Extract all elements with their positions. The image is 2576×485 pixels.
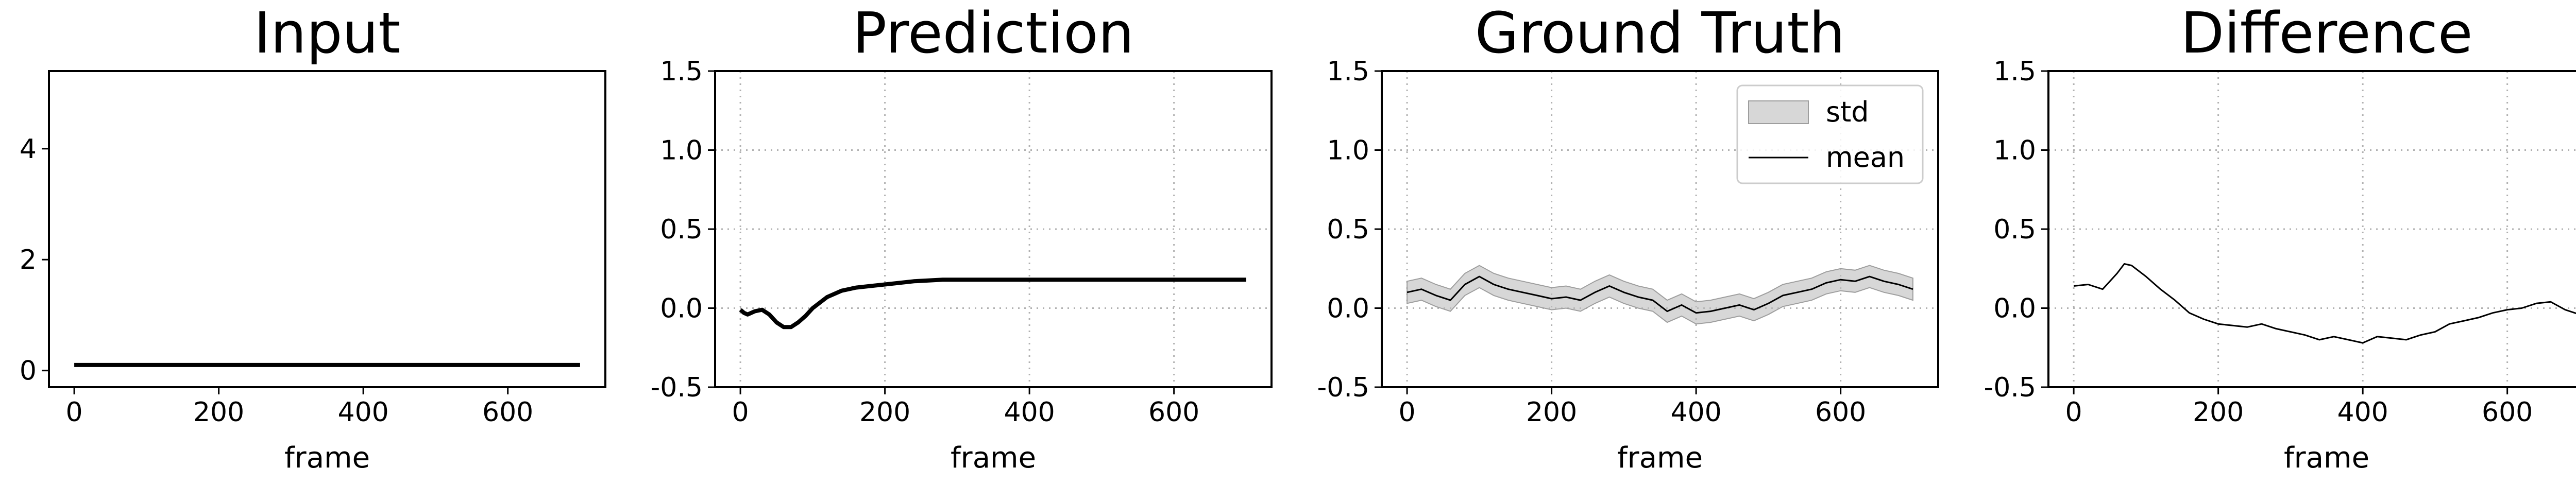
y-tick-label: 1.0 (1993, 135, 2036, 166)
y-tick-label: 0.5 (1993, 214, 2036, 245)
y-tick-label: 1.5 (1993, 56, 2036, 87)
data-line (2073, 263, 2576, 344)
chart-panel-2: 0 200 400 600 -0.5 0.0 0.5 1.0 1.5 Prediction fram… (651, 0, 1273, 475)
y-tick-label: 0.0 (660, 293, 703, 324)
x-tick-label: 400 (1004, 397, 1055, 428)
y-tick-label: 1.0 (660, 135, 703, 166)
x-tick-label: 0 (1399, 397, 1416, 428)
y-tick-label: 1.0 (1327, 135, 1369, 166)
y-tick-label: 1.5 (1327, 56, 1369, 87)
x-tick-label: 0 (732, 397, 749, 428)
y-tick-label: 0 (20, 356, 37, 387)
x-tick-label: 200 (193, 397, 244, 428)
chart-title: Difference (2180, 0, 2472, 66)
y-tick-label: 0.0 (1327, 293, 1369, 324)
x-tick-label: 200 (859, 397, 910, 428)
legend-label-mean: mean (1826, 141, 1905, 174)
x-tick-label: 600 (482, 397, 533, 428)
y-tick-label: 0.5 (1327, 214, 1369, 245)
x-axis-label: frame (951, 441, 1036, 475)
x-tick-label: 400 (1670, 397, 1721, 428)
legend: std mean (1736, 84, 1924, 184)
x-tick-label: 0 (66, 397, 83, 428)
y-tick-label: -0.5 (1984, 372, 2036, 403)
mean-line (1406, 275, 1913, 314)
legend-label-std: std (1826, 96, 1869, 128)
chart-title: Prediction (853, 0, 1134, 66)
x-tick-label: 600 (1815, 397, 1866, 428)
chart-panel-1: 0 200 400 600 0 2 4 Input frame (20, 0, 606, 475)
chart-title: Ground Truth (1475, 0, 1845, 66)
x-tick-label: 200 (1526, 397, 1577, 428)
y-tick-label: 0.5 (660, 214, 703, 245)
chart-title: Input (254, 0, 401, 66)
y-tick-label: -0.5 (651, 372, 703, 403)
legend-swatch-std (1748, 100, 1809, 124)
axes-frame (48, 70, 606, 388)
x-tick-label: 400 (337, 397, 388, 428)
chart-panel-3: 0 200 400 600 -0.5 0.0 0.5 1.0 1.5 Ground Truth fr… (1317, 0, 1939, 475)
x-axis-label: frame (284, 441, 370, 475)
x-tick-label: 600 (2482, 397, 2533, 428)
y-tick-label: -0.5 (1317, 372, 1369, 403)
y-tick-label: 0.0 (1993, 293, 2036, 324)
axes-frame (2047, 70, 2576, 388)
x-tick-label: 0 (2065, 397, 2082, 428)
x-axis-label: frame (1617, 441, 1703, 475)
y-tick-label: 2 (20, 245, 37, 275)
x-tick-label: 400 (2337, 397, 2388, 428)
x-tick-label: 200 (2193, 397, 2244, 428)
chart-panel-4: 0 200 400 600 -0.5 0.0 0.5 1.0 1.5 Difference fram… (1984, 0, 2576, 475)
y-tick-label: 4 (20, 134, 37, 165)
y-tick-label: 1.5 (660, 56, 703, 87)
data-line (739, 278, 1246, 330)
x-tick-label: 600 (1148, 397, 1199, 428)
std-band (1406, 265, 1913, 325)
x-axis-label: frame (2284, 441, 2369, 475)
